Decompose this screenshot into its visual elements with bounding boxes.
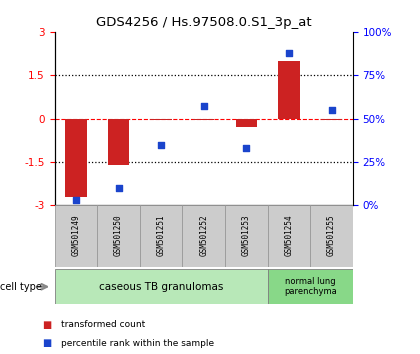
Text: GSM501252: GSM501252 [199, 214, 208, 256]
Bar [108, 119, 129, 165]
Text: GSM501254: GSM501254 [284, 214, 294, 256]
Bar [236, 119, 257, 127]
Bar [278, 61, 299, 119]
Text: percentile rank within the sample: percentile rank within the sample [61, 339, 214, 348]
Text: GSM501253: GSM501253 [242, 214, 251, 256]
Text: ■: ■ [42, 338, 51, 348]
FancyBboxPatch shape [310, 205, 353, 267]
Text: ■: ■ [42, 320, 51, 330]
Bar [193, 119, 214, 120]
FancyBboxPatch shape [182, 205, 225, 267]
Text: cell type: cell type [0, 282, 42, 292]
Bar [65, 119, 87, 197]
Text: GSM501250: GSM501250 [114, 214, 123, 256]
Point [115, 185, 122, 191]
Text: GSM501249: GSM501249 [71, 214, 80, 256]
Point [328, 107, 335, 113]
Point [243, 145, 249, 151]
FancyBboxPatch shape [268, 269, 353, 304]
Text: transformed count: transformed count [61, 320, 145, 330]
FancyBboxPatch shape [225, 205, 268, 267]
Text: GSM501251: GSM501251 [157, 214, 165, 256]
FancyBboxPatch shape [140, 205, 182, 267]
Bar [150, 119, 172, 120]
Text: GSM501255: GSM501255 [327, 214, 336, 256]
FancyBboxPatch shape [55, 269, 268, 304]
Text: normal lung
parenchyma: normal lung parenchyma [284, 277, 336, 296]
FancyBboxPatch shape [268, 205, 310, 267]
Point [73, 197, 79, 203]
Title: GDS4256 / Hs.97508.0.S1_3p_at: GDS4256 / Hs.97508.0.S1_3p_at [96, 16, 312, 29]
FancyBboxPatch shape [97, 205, 140, 267]
FancyBboxPatch shape [55, 205, 97, 267]
Bar [321, 119, 342, 120]
Point [158, 142, 165, 147]
Point [286, 50, 292, 56]
Text: caseous TB granulomas: caseous TB granulomas [99, 282, 223, 292]
Point [200, 104, 207, 109]
